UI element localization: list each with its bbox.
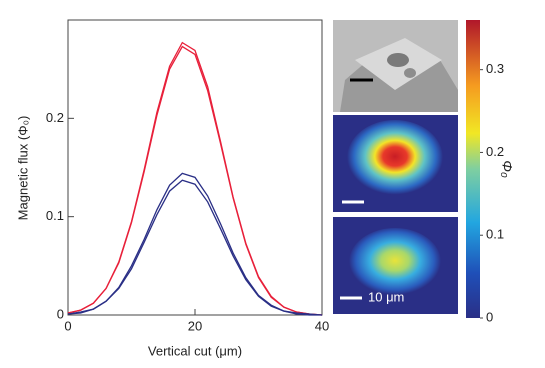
flux-map: 10 μm (333, 217, 458, 314)
flux-line (67, 45, 323, 316)
x-tick-label: 0 (64, 318, 71, 333)
colorbar-tick-label: 0.3 (486, 61, 504, 76)
colorbar-tick-label: 0 (486, 309, 493, 324)
y-tick-label: 0.2 (46, 110, 64, 125)
y-tick-label: 0 (57, 306, 64, 321)
colorbar (466, 20, 480, 318)
x-axis-label: Vertical cut (μm) (148, 343, 242, 358)
y-tick-label: 0.1 (46, 208, 64, 223)
sem-image (333, 20, 458, 112)
flux-map (333, 115, 458, 212)
y-axis-label: Magnetic flux (Φ₀) (15, 116, 30, 221)
colorbar-tick-label: 0.1 (486, 227, 504, 242)
colorbar-label: Φ₀ (499, 160, 515, 178)
colorbar-tick-label: 0.2 (486, 144, 504, 159)
scale-label: 10 μm (368, 289, 404, 304)
flux-line (67, 179, 322, 316)
x-tick-label: 40 (315, 318, 329, 333)
flux-line (67, 41, 323, 316)
flux-line (67, 172, 323, 316)
x-tick-label: 20 (188, 318, 202, 333)
plot-frame (67, 19, 323, 316)
